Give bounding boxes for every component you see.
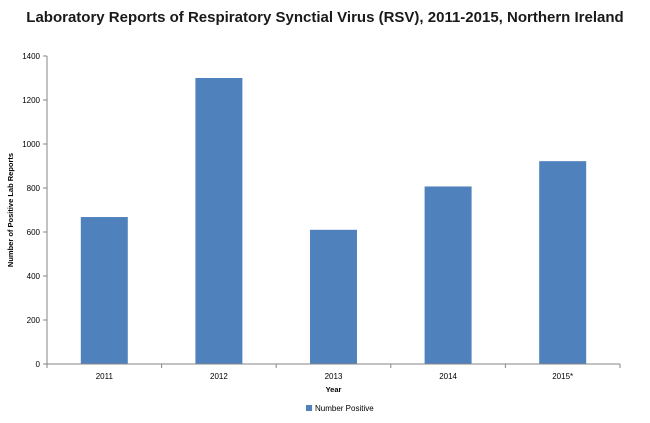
chart-title: Laboratory Reports of Respiratory Syncti…: [26, 9, 624, 26]
x-axis-ticks: 2011 2012 2013 2014 2015*: [46, 364, 621, 381]
x-tick-label: 2013: [325, 372, 343, 381]
y-axis-label: Number of Positive Lab Reports: [6, 153, 15, 267]
y-tick-label: 200: [27, 316, 41, 325]
bar-2015: [539, 161, 587, 364]
x-tick-label: 2012: [210, 372, 228, 381]
legend: Number Positive: [306, 404, 374, 413]
y-tick-label: 1400: [22, 52, 40, 61]
y-axis-ticks: 0 200 400 600 800 1000 1200 1400: [22, 52, 47, 369]
bar-2012: [195, 78, 243, 364]
y-tick-label: 600: [27, 228, 41, 237]
x-tick-label: 2015*: [552, 372, 573, 381]
bar-2011: [80, 217, 128, 364]
y-tick-label: 0: [36, 360, 41, 369]
x-tick-label: 2011: [96, 372, 114, 381]
bar-2013: [310, 229, 357, 364]
x-tick-label: 2014: [439, 372, 457, 381]
y-tick-label: 400: [27, 272, 41, 281]
bar-2014: [424, 186, 472, 364]
bars: [80, 78, 587, 364]
legend-label: Number Positive: [315, 404, 374, 413]
y-tick-label: 1000: [22, 140, 40, 149]
x-axis-label: Year: [326, 385, 342, 394]
legend-swatch: [306, 405, 312, 411]
y-tick-label: 800: [27, 184, 41, 193]
y-tick-label: 1200: [22, 96, 40, 105]
